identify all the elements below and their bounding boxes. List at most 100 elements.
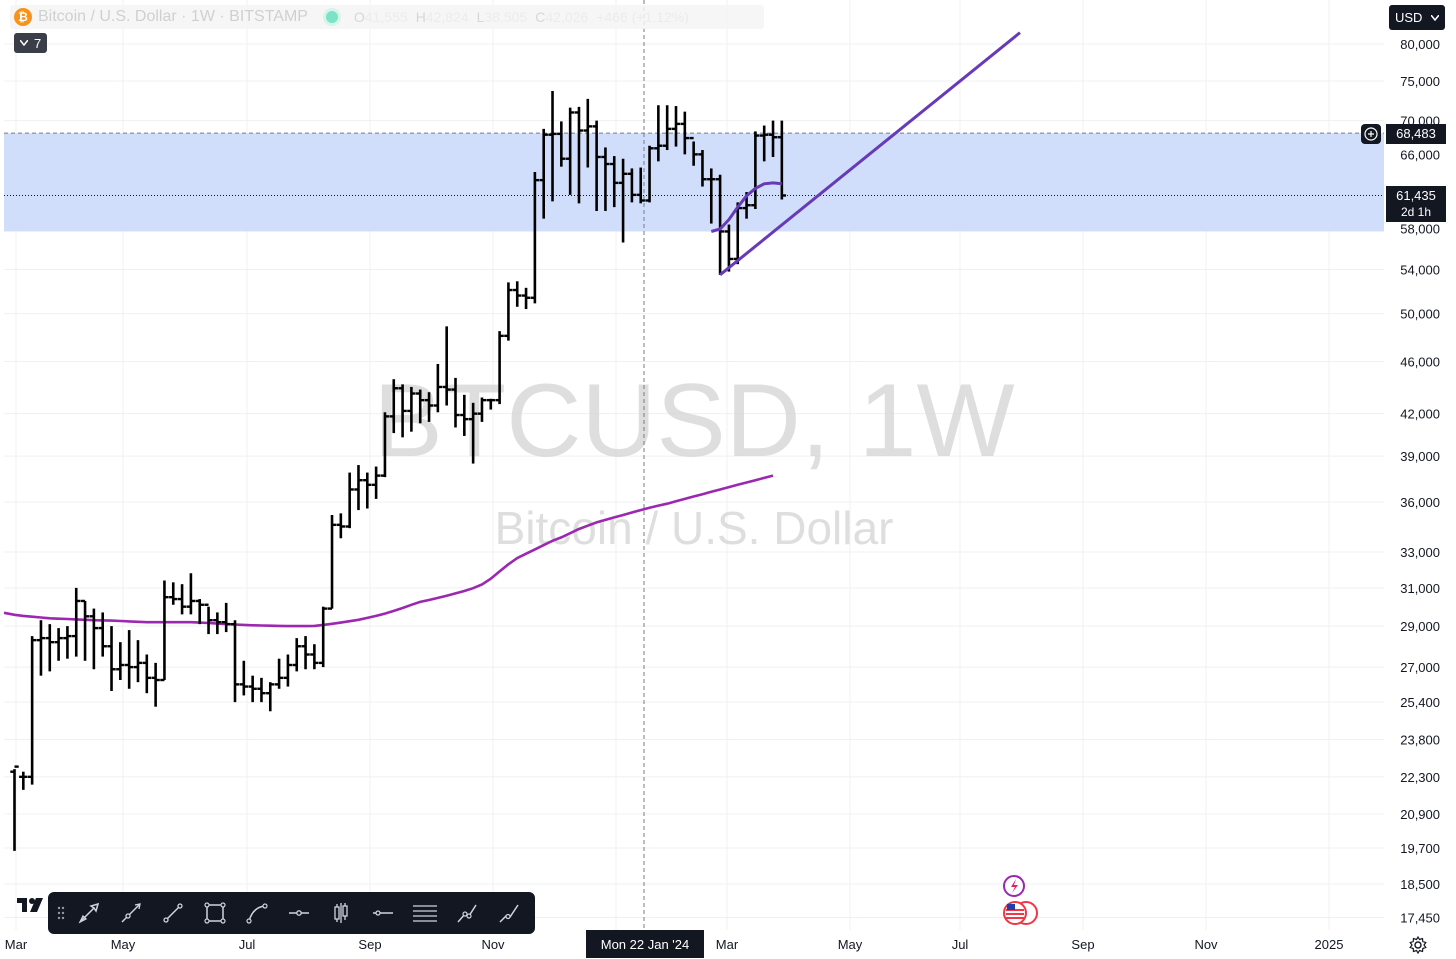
toolbar-grip-handle[interactable] <box>54 892 68 934</box>
drawing-toolbar[interactable] <box>48 892 535 934</box>
chart-settings-button[interactable] <box>1409 935 1427 959</box>
ohlc-bar <box>98 612 107 657</box>
trendline-drawing[interactable] <box>719 31 1021 276</box>
tradingview-logo-icon <box>17 898 43 912</box>
ohlc-bar <box>186 573 196 615</box>
ohlc-bar <box>283 654 293 687</box>
ohlc-bar <box>574 106 584 204</box>
horizontal-line-button[interactable] <box>362 892 404 934</box>
indicators-toggle[interactable]: 7 <box>14 33 48 53</box>
add-alert-button[interactable] <box>1361 124 1381 144</box>
time-axis-label: Mar <box>5 937 28 952</box>
ohlc-bar <box>27 636 37 785</box>
price-axis-label: 29,000 <box>1400 619 1440 634</box>
ohlc-bar <box>760 125 769 162</box>
curve-tool-button[interactable] <box>236 892 278 934</box>
price-axis-label: 27,000 <box>1400 660 1440 675</box>
ohlc-key: H <box>415 9 426 25</box>
price-axis-label: 33,000 <box>1400 545 1440 560</box>
time-axis-label: Mar <box>716 937 739 952</box>
ohlc-bar <box>380 412 390 478</box>
path-tool-icon <box>457 904 477 923</box>
ohlc-bar <box>477 397 487 422</box>
currency-label: USD <box>1395 10 1423 25</box>
arrow-tool-icon <box>78 902 100 924</box>
tradingview-logo[interactable] <box>17 896 51 919</box>
ohlc-item-0: O41,555 <box>354 9 408 25</box>
symbol-legend[interactable]: ₿ Bitcoin / U.S. Dollar · 1W · BITSTAMP … <box>10 5 764 29</box>
ohlc-bar <box>715 174 725 275</box>
ohlc-bar <box>565 107 575 195</box>
ohlc-value: 38,505 <box>484 9 528 25</box>
fast-ma-line <box>710 181 782 233</box>
time-axis-label: Jul <box>239 937 256 952</box>
ohlc-bar <box>151 662 160 707</box>
horizontal-ray-icon <box>289 910 309 916</box>
fib-retracement-button[interactable] <box>404 892 446 934</box>
price-axis-label: 46,000 <box>1400 354 1440 369</box>
ohlc-bar <box>433 363 443 413</box>
watermark-description: Bitcoin / U.S. Dollar <box>495 502 894 554</box>
ohlc-bar <box>371 466 381 499</box>
price-axis-label: 54,000 <box>1400 262 1440 277</box>
time-axis-label: 2025 <box>1315 937 1344 952</box>
ohlc-bar <box>451 377 460 428</box>
ohlc-bar <box>671 106 681 147</box>
chart-events[interactable] <box>1002 874 1044 933</box>
price-axis-label: 50,000 <box>1400 307 1440 322</box>
ohlc-item-3: C42,026 <box>535 9 588 25</box>
ohlc-bar <box>777 120 787 200</box>
rectangle-tool-button[interactable] <box>194 892 236 934</box>
ohlc-bar <box>213 612 222 635</box>
ohlc-bar <box>424 392 434 422</box>
ohlc-value: 42,026 <box>545 9 589 25</box>
price-axis[interactable]: 80,00075,00070,00066,00062,00058,00054,0… <box>1400 37 1440 926</box>
ohlc-bar <box>654 105 663 162</box>
horizontal-ray-button[interactable] <box>278 892 320 934</box>
brush-tool-button[interactable] <box>488 892 530 934</box>
brush-tool-icon <box>499 904 519 923</box>
ohlc-bar <box>354 465 363 511</box>
ray-tool-icon <box>121 903 141 923</box>
time-axis[interactable]: Mar May Jul Sep Nov Mar May Jul Sep Nov 2025 <box>5 937 1344 952</box>
ohlc-bar <box>468 402 478 464</box>
fib-retracement-icon <box>413 905 437 922</box>
ray-tool-button[interactable] <box>110 892 152 934</box>
ohlc-bar <box>292 638 301 672</box>
ohlc-bar <box>142 654 151 694</box>
time-axis-label: Sep <box>358 937 381 952</box>
ohlc-bar <box>327 514 337 610</box>
ohlc-bar <box>486 398 495 410</box>
ohlc-bar <box>160 580 169 682</box>
ohlc-bar <box>169 582 178 605</box>
arrow-tool-button[interactable] <box>68 892 110 934</box>
ohlc-bar <box>442 326 451 406</box>
ohlc-bar <box>72 587 81 657</box>
moving-average-slow[interactable] <box>3 474 774 628</box>
ohlc-bar <box>389 379 398 434</box>
trendline-tool-button[interactable] <box>152 892 194 934</box>
ohlc-item-4: +466 (+1.12%) <box>596 9 689 25</box>
path-tool-button[interactable] <box>446 892 488 934</box>
ohlc-key: C <box>535 9 546 25</box>
ohlc-bar <box>698 150 707 187</box>
ohlc-bar <box>204 603 213 635</box>
long-position-button[interactable] <box>320 892 362 934</box>
ohlc-bar <box>768 120 778 157</box>
ohlc-item-2: L38,505 <box>477 9 528 25</box>
crosshair-date-label: Mon 22 Jan '24 <box>586 930 704 958</box>
market-status-icon <box>325 11 338 23</box>
indicator-count: 7 <box>34 35 42 51</box>
price-axis-label: 17,450 <box>1400 911 1440 926</box>
ohlc-bar <box>548 91 557 202</box>
currency-selector[interactable]: USD <box>1389 5 1445 30</box>
ohlc-bar <box>248 675 257 703</box>
grip-icon <box>57 906 65 920</box>
ohlc-bar <box>310 644 319 670</box>
symbol-title[interactable]: Bitcoin / U.S. Dollar · 1W · BITSTAMP <box>38 8 308 25</box>
horizontal-line-icon <box>373 910 393 916</box>
ohlc-bar <box>266 682 275 712</box>
moving-average-fast[interactable] <box>710 181 782 233</box>
rectangle-tool-icon <box>204 902 226 924</box>
